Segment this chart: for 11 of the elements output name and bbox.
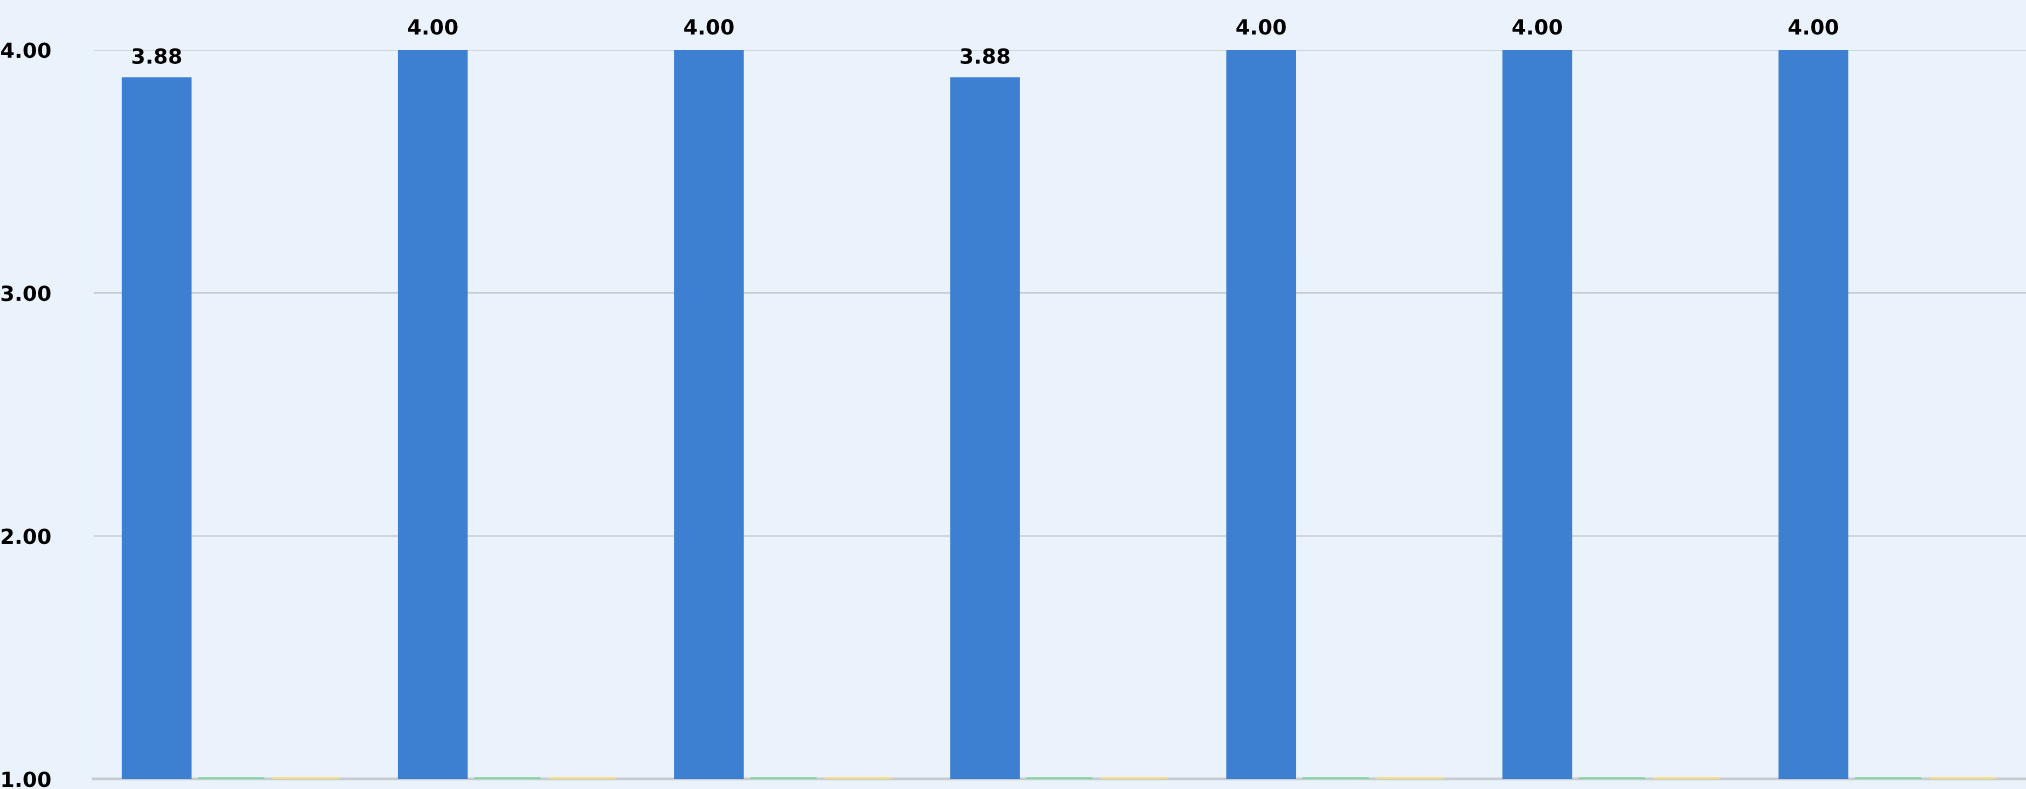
y-tick-label: 1.00 (2, 771, 51, 788)
y-tick-label: 2.00 (1, 528, 51, 545)
data-label: 4.00 (1512, 19, 1562, 35)
data-label: 3.88 (132, 48, 182, 64)
y-tick-label: 3.00 (1, 285, 51, 302)
y-tick-label: 4.00 (1, 42, 51, 59)
data-label: 4.00 (1236, 19, 1286, 35)
data-label: 4.00 (1788, 19, 1839, 35)
data-label: 3.88 (960, 48, 1010, 64)
data-label: 4.00 (408, 19, 458, 35)
data-label: 4.00 (684, 19, 734, 35)
